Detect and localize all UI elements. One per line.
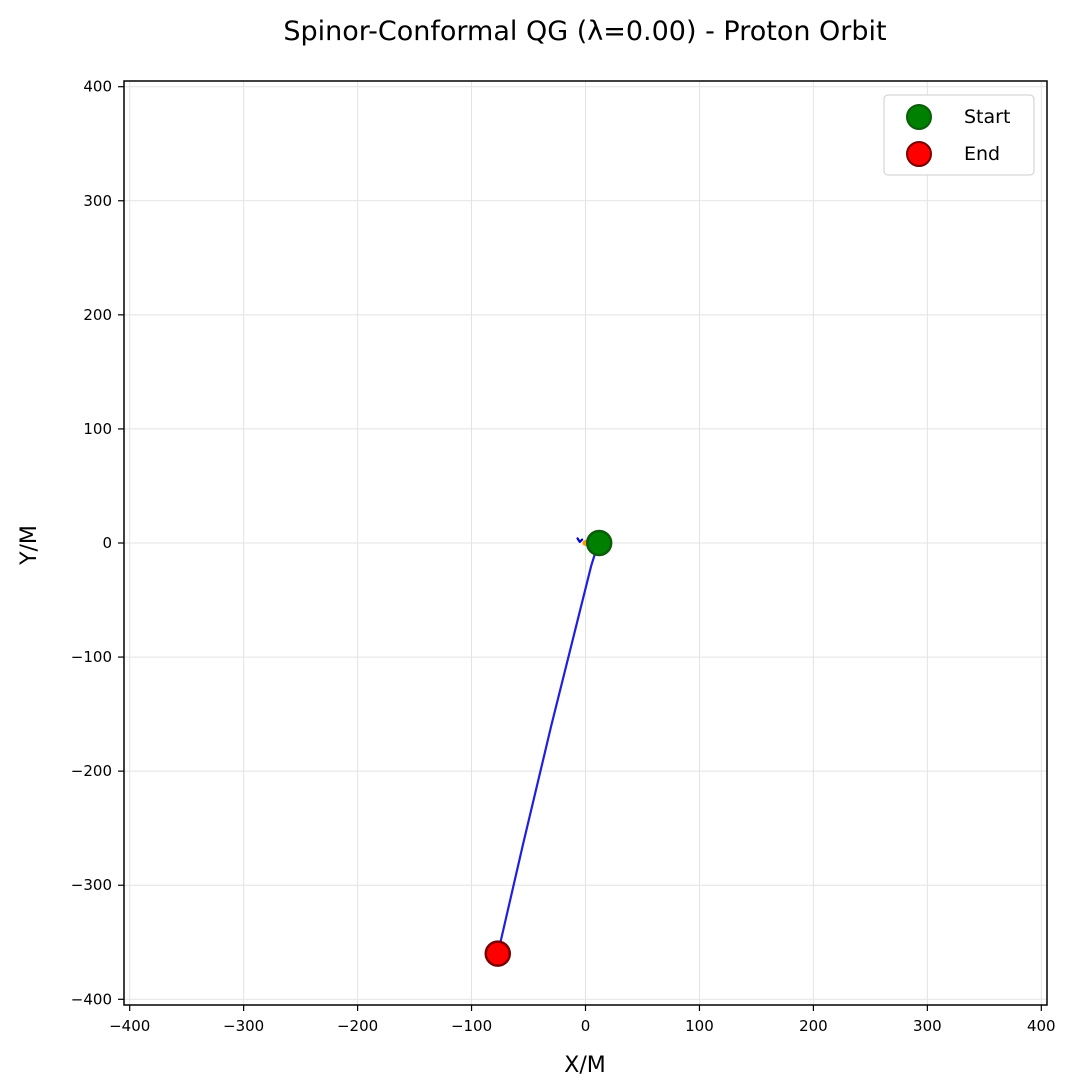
y-tick-label: −400 xyxy=(71,990,112,1008)
legend-start-marker xyxy=(906,104,932,130)
y-tick-label: 400 xyxy=(83,78,112,96)
x-tick-label: 200 xyxy=(799,1017,828,1035)
x-tick-label: −100 xyxy=(451,1017,492,1035)
legend-box xyxy=(883,94,1035,176)
x-tick-label: −300 xyxy=(223,1017,264,1035)
y-tick-label: 0 xyxy=(102,534,112,552)
grid-lines xyxy=(124,81,1047,1005)
y-tick-label: −300 xyxy=(71,876,112,894)
x-axis-label: X/M xyxy=(564,1053,605,1078)
chart-title: Spinor-Conformal QG (λ=0.00) - Proton Or… xyxy=(283,16,886,47)
start-marker xyxy=(585,529,613,557)
orbit-line xyxy=(576,537,584,544)
plot-frame xyxy=(123,80,1048,1006)
y-tick-label: −200 xyxy=(71,762,112,780)
legend: Start End xyxy=(883,94,1035,176)
x-tick-label: −400 xyxy=(109,1017,150,1035)
y-tick-label: −100 xyxy=(71,648,112,666)
orbit-markers xyxy=(484,529,613,967)
y-tick-label: 100 xyxy=(83,420,112,438)
x-tick-label: 100 xyxy=(685,1017,714,1035)
y-axis-label: Y/M xyxy=(17,525,42,566)
x-tick-label: 400 xyxy=(1027,1017,1056,1035)
legend-end-marker xyxy=(906,141,932,167)
end-marker xyxy=(484,940,512,967)
axis-ticks: −400 −300 −200 −100 0 100 200 300 400 −400 −300 −20… xyxy=(71,78,1056,1035)
x-tick-label: −200 xyxy=(337,1017,378,1035)
legend-start-label: Start xyxy=(964,106,1010,128)
x-tick-label: 0 xyxy=(581,1017,591,1035)
legend-end-label: End xyxy=(964,143,1000,165)
y-tick-label: 300 xyxy=(83,192,112,210)
y-tick-label: 200 xyxy=(83,306,112,324)
x-tick-label: 300 xyxy=(913,1017,942,1035)
